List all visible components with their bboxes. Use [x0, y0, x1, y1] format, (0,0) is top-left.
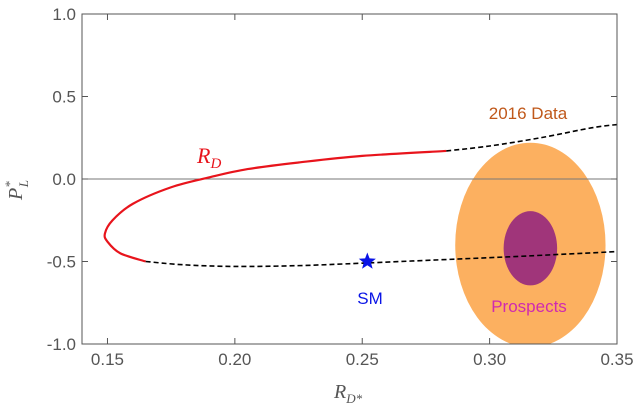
svg-text:P*L: P*L [2, 180, 31, 201]
y-tick-label: 1.0 [52, 5, 76, 24]
points-layer [358, 252, 376, 269]
y-tick-label: 0.5 [52, 88, 76, 107]
x-axis-label: RD* [333, 381, 363, 406]
point-sm-star-marker [358, 252, 376, 269]
x-axis-ticks: 0.15 0.20 0.25 0.30 0.35 [91, 14, 634, 369]
y-axis-ticks: -1.0 -0.5 0.0 0.5 1.0 [47, 5, 617, 354]
x-tick-label: 0.20 [218, 350, 251, 369]
x-tick-label: 0.25 [346, 350, 379, 369]
y-axis-label: P*L [2, 180, 31, 201]
x-tick-label: 0.15 [91, 350, 124, 369]
region-label-2016-data: 2016 Data [489, 104, 568, 123]
series-layer [103, 123, 617, 268]
y-tick-label: 0.0 [52, 170, 76, 189]
y-tick-label: -1.0 [47, 335, 76, 354]
x-tick-label: 0.35 [600, 350, 633, 369]
region-label-prospects: Prospects [491, 297, 567, 316]
y-tick-label: -0.5 [47, 253, 76, 272]
series-r-d [103, 149, 447, 263]
x-tick-label: 0.30 [473, 350, 506, 369]
region-prospects [503, 211, 558, 286]
regions [455, 142, 606, 344]
point-label-sm: SM [357, 289, 383, 308]
series-label-rd: RD [196, 143, 221, 172]
series-dashed-extension-lower [145, 250, 617, 268]
